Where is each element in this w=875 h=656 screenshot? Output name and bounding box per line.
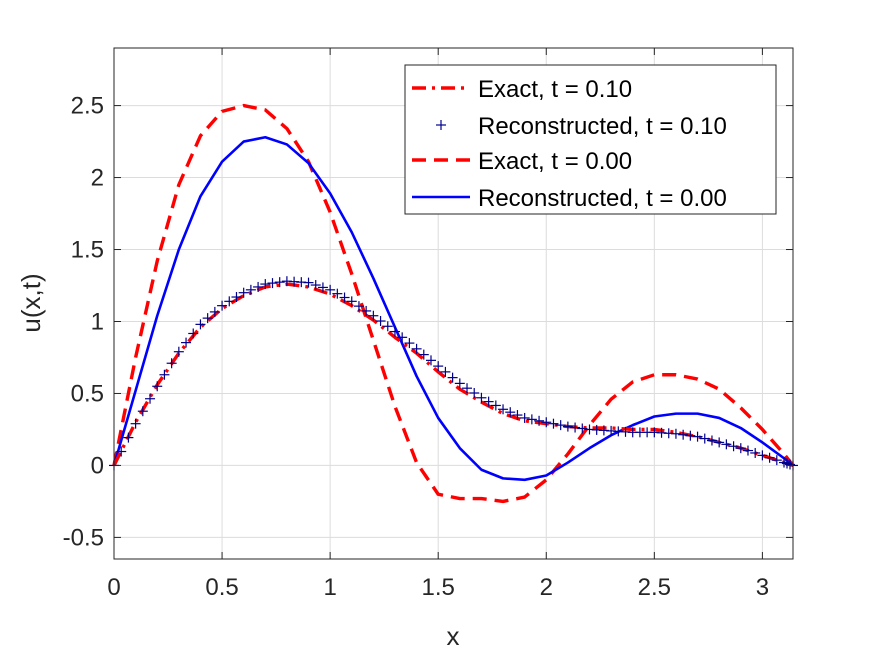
y-tick-label: 2 (91, 165, 104, 192)
y-tick-label: 0 (91, 452, 104, 479)
x-axis-label: x (447, 621, 460, 651)
y-tick-label: -0.5 (63, 524, 104, 551)
x-tick-label: 2 (540, 574, 553, 601)
x-tick-label: 1.5 (422, 574, 455, 601)
series-line-exact-t-0-00 (112, 103, 795, 504)
series-layer (109, 103, 798, 504)
plot-frame (113, 47, 794, 560)
x-tick-label: 3 (756, 574, 769, 601)
series-line-reconstructed-t-0-00 (112, 135, 794, 482)
x-tick-label: 1 (323, 574, 336, 601)
x-tick-label: 0 (107, 574, 120, 601)
y-tick-label: 1 (91, 308, 104, 335)
legend: Exact, t = 0.10 Reconstructed, t = 0.10 Ex… (404, 64, 777, 215)
y-axis-label: u(x,t) (16, 273, 46, 332)
y-tick-label: 0.5 (71, 380, 104, 407)
ticks: 0 0.5 1 1.5 2 2.5 3-0.500.511.522.5 (63, 48, 793, 601)
legend-label-exact-t-0-10: Exact, t = 0.10 (478, 76, 632, 103)
legend-box (404, 64, 777, 215)
x-tick-label: 2.5 (638, 574, 671, 601)
series-reconstructed-t-0-10 (109, 276, 798, 471)
legend-label-exact-t-0-00: Exact, t = 0.00 (478, 148, 632, 175)
legend-label-reconstructed-t-0-00: Reconstructed, t = 0.00 (478, 185, 727, 212)
y-tick-label: 1.5 (71, 237, 104, 264)
legend-label-reconstructed-t-0-10: Reconstructed, t = 0.10 (478, 113, 727, 140)
x-tick-label: 0.5 (205, 574, 238, 601)
y-tick-label: 2.5 (71, 93, 104, 120)
